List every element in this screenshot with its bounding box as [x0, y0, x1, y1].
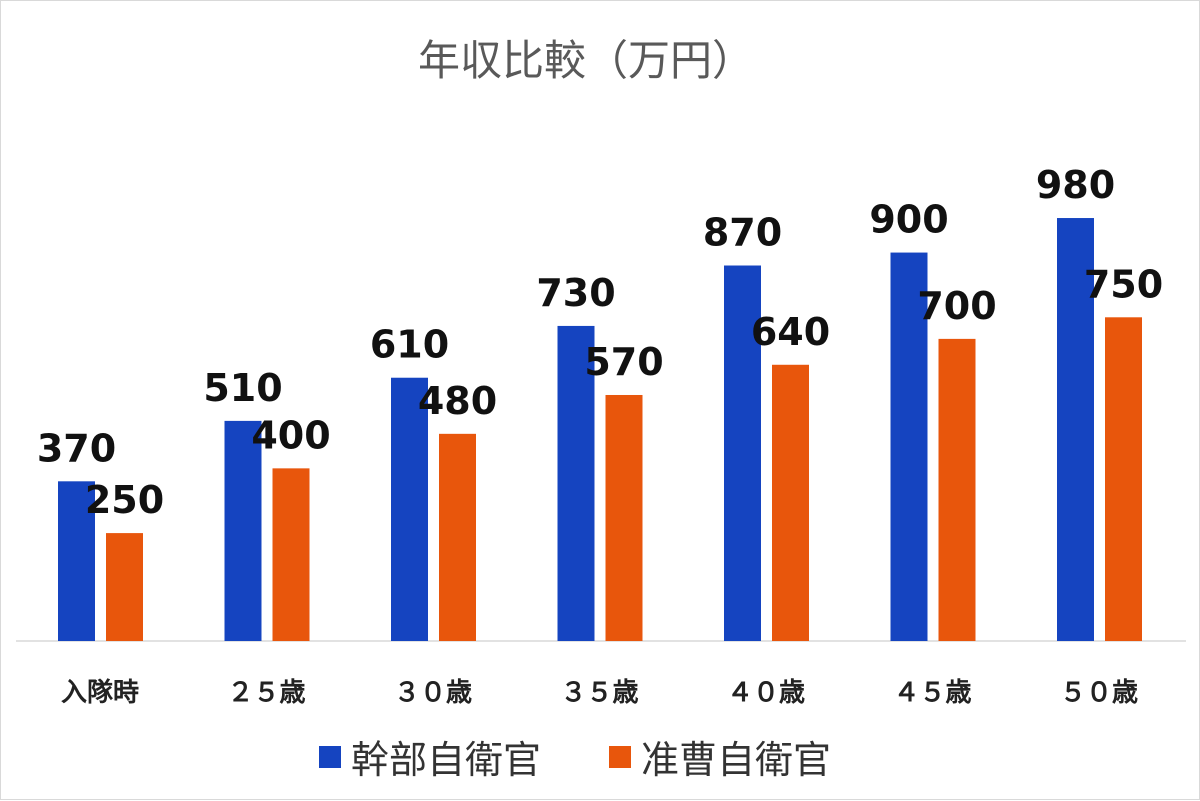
legend-swatch: [319, 746, 341, 768]
bar-junso-2: [439, 433, 476, 641]
data-label: 750: [1084, 262, 1163, 306]
data-label: 700: [917, 284, 996, 328]
legend-label: 准曹自衛官: [641, 738, 831, 782]
data-label: 900: [869, 198, 948, 242]
chart-title: 年収比較（万円）: [418, 36, 754, 85]
legend-label: 幹部自衛官: [351, 738, 541, 782]
category-label: ３５歳: [560, 678, 638, 708]
bar-kanbu-6: [1057, 218, 1094, 642]
data-label: 730: [536, 271, 615, 315]
category-label: ４０歳: [727, 678, 805, 708]
data-label: 250: [85, 478, 164, 522]
data-label: 610: [370, 323, 449, 367]
category-label: ３０歳: [394, 678, 472, 708]
bar-junso-1: [272, 468, 310, 641]
bar-junso-3: [605, 394, 643, 641]
data-label: 510: [203, 366, 282, 410]
category-label: ２５歳: [227, 678, 305, 708]
bar-kanbu-3: [557, 325, 595, 641]
data-label: 570: [584, 340, 663, 384]
bar-kanbu-0: [58, 481, 95, 641]
category-label: 入隊時: [61, 678, 139, 708]
bar-junso-4: [772, 364, 809, 641]
data-label: 640: [751, 310, 830, 354]
bar-kanbu-4: [724, 265, 761, 641]
bar-kanbu-1: [224, 420, 262, 641]
bar-junso-6: [1105, 317, 1142, 641]
data-label: 370: [37, 426, 116, 470]
category-label: ５０歳: [1060, 678, 1138, 708]
data-label: 480: [418, 379, 497, 423]
bar-kanbu-5: [890, 252, 928, 641]
bar-kanbu-2: [391, 377, 428, 641]
category-label: ４５歳: [893, 678, 971, 708]
bar-junso-5: [938, 338, 976, 641]
data-label: 980: [1036, 163, 1115, 207]
bar-junso-0: [106, 533, 143, 641]
legend-swatch: [609, 746, 631, 768]
data-label: 400: [251, 413, 330, 457]
data-label: 870: [703, 211, 782, 255]
